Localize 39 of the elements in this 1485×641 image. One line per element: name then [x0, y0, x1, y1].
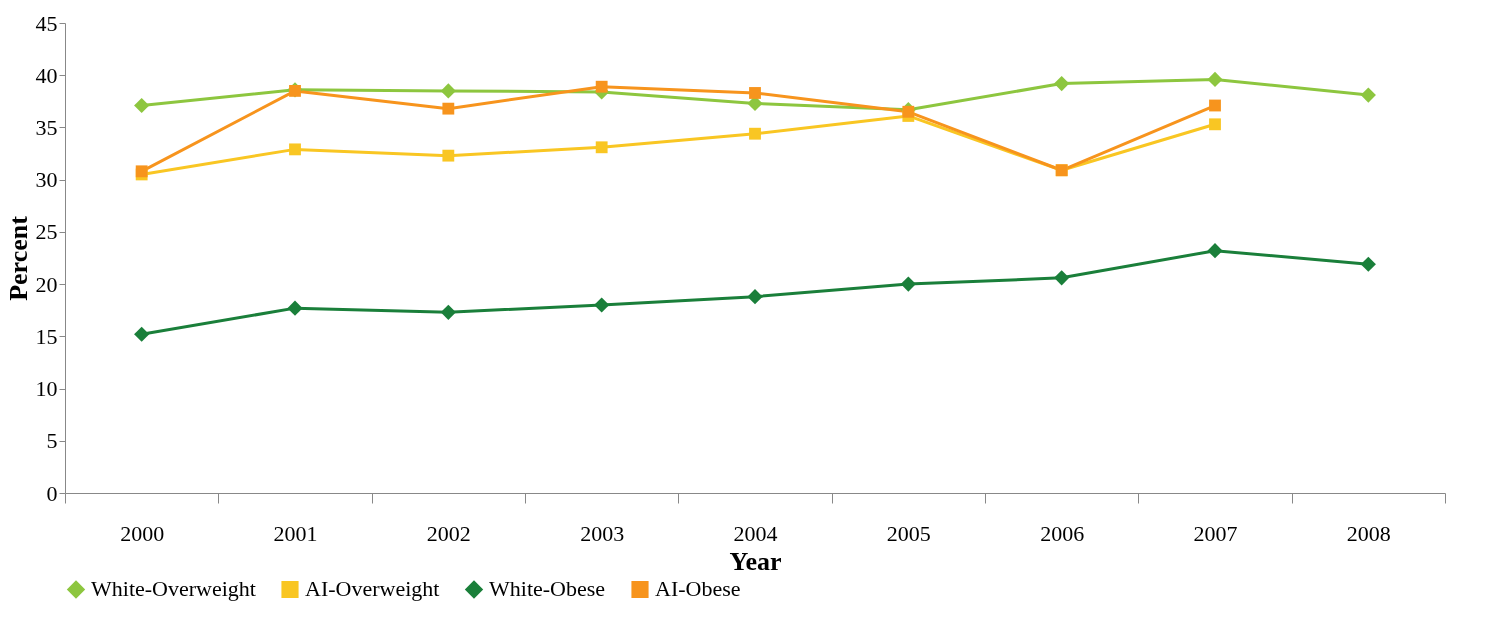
point: [134, 97, 150, 114]
y-tick-label: 0: [46, 480, 58, 506]
y-tick-label: 45: [35, 10, 58, 36]
x-tick-label: 2007: [1193, 520, 1238, 546]
y-tick-label: 30: [35, 167, 58, 193]
legend-label: AI-Obese: [655, 576, 741, 602]
point: [1207, 71, 1223, 87]
y-tick-label: 5: [46, 428, 58, 454]
x-tick-label: 2006: [1040, 520, 1085, 546]
x-tick-label: 2003: [580, 520, 625, 546]
x-tick-label: 2004: [733, 520, 778, 546]
y-tick-label: 35: [35, 114, 58, 140]
point: [900, 276, 916, 292]
x-axis-title: Year: [729, 546, 782, 576]
point: [134, 326, 150, 342]
y-tick-label: 25: [35, 219, 58, 245]
legend-label: White-Obese: [489, 576, 606, 602]
point: [1360, 87, 1376, 103]
y-tick-label: 40: [35, 62, 58, 88]
y-tick-label: 10: [35, 376, 58, 402]
legend-label: White-Overweight: [91, 576, 256, 602]
point: [440, 83, 456, 99]
point: [1054, 270, 1070, 286]
x-tick-label: 2000: [120, 520, 165, 546]
x-tick-label: 2005: [886, 520, 931, 546]
point: [1360, 256, 1376, 272]
y-axis-title: Percent: [3, 215, 33, 301]
legend-label: AI-Overweight: [305, 576, 440, 602]
point: [1054, 75, 1070, 92]
x-tick-label: 2001: [273, 520, 318, 546]
x-tick-label: 2002: [426, 520, 471, 546]
point: [747, 289, 763, 305]
y-tick-label: 20: [35, 271, 58, 297]
x-tick-label: 2008: [1346, 520, 1391, 546]
point: [594, 297, 610, 313]
point: [1207, 243, 1223, 259]
point: [287, 300, 303, 316]
point: [440, 304, 456, 320]
y-tick-label: 15: [35, 323, 58, 349]
